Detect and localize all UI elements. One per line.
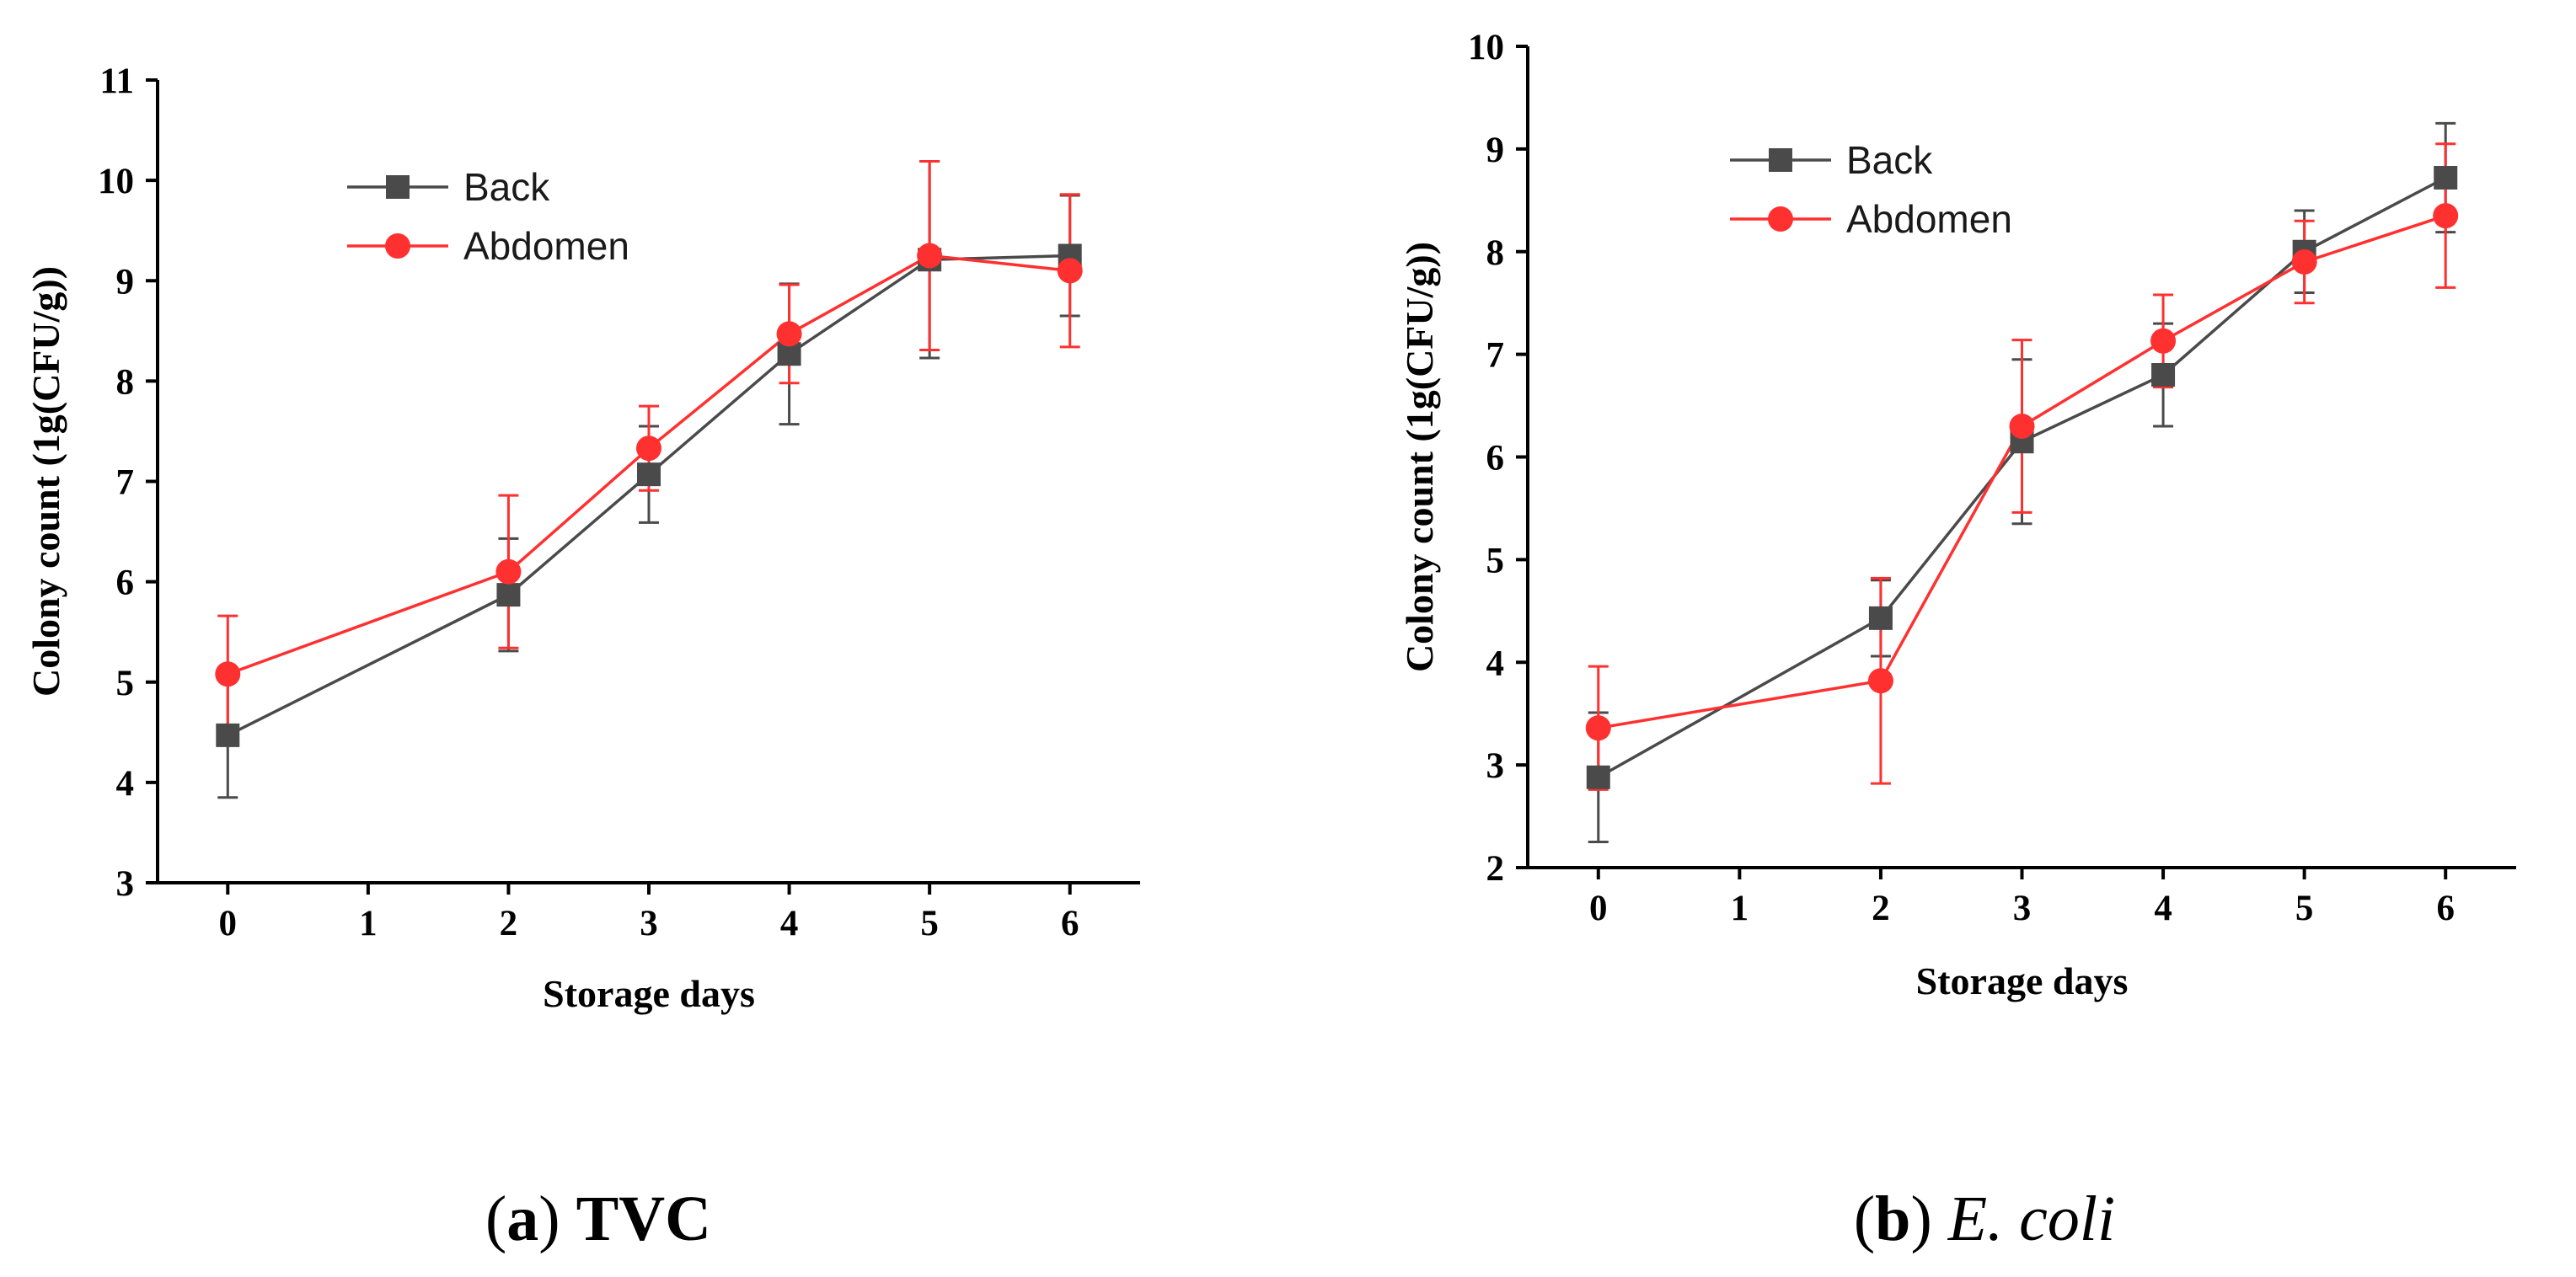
x-tick-label: 0 xyxy=(1589,889,1608,928)
caption-b: (b) E. coli xyxy=(1854,1183,2115,1254)
y-tick-label: 8 xyxy=(1486,233,1505,273)
y-tick-label: 7 xyxy=(116,463,135,503)
legend-label: Back xyxy=(1846,138,1933,182)
y-tick-label: 10 xyxy=(98,162,134,201)
data-point-abdomen xyxy=(1057,258,1083,284)
series-line-abdomen xyxy=(1598,214,2446,729)
legend-marker xyxy=(386,175,410,199)
series-line-abdomen xyxy=(227,254,1070,676)
x-tick-label: 3 xyxy=(2013,889,2032,928)
chart-e-coli: 2 3 4 5 6 7 8 9 10 0 1 2 3 4 5 6 Storage days Colony coun… xyxy=(1398,28,2516,1002)
x-tick-label: 0 xyxy=(219,904,238,943)
y-tick-label: 9 xyxy=(116,262,135,302)
data-point-back xyxy=(637,462,661,487)
y-tick-label: 9 xyxy=(1486,131,1505,170)
legend-marker xyxy=(385,233,410,259)
x-tick-label: 2 xyxy=(1872,889,1890,928)
data-point-abdomen xyxy=(2291,248,2317,275)
y-tick-label: 6 xyxy=(116,564,135,603)
x-tick-label: 6 xyxy=(1061,904,1079,943)
y-tick-label: 4 xyxy=(1486,644,1505,683)
legend-label: Back xyxy=(463,165,550,209)
y-tick-label: 8 xyxy=(116,362,135,402)
y-tick-label: 10 xyxy=(1468,28,1504,67)
data-point-abdomen xyxy=(215,661,241,687)
y-tick-label: 3 xyxy=(116,864,135,904)
data-point-back xyxy=(216,723,240,747)
x-tick-label: 1 xyxy=(1731,889,1749,928)
data-point-abdomen xyxy=(1867,668,1893,694)
x-tick-label: 6 xyxy=(2436,889,2455,928)
y-axis-label: Colony count (1g(CFU/g)) xyxy=(1398,242,1441,672)
x-tick-label: 4 xyxy=(780,904,799,943)
x-tick-label: 5 xyxy=(2295,889,2314,928)
legend-marker xyxy=(1769,148,1792,172)
data-point-back xyxy=(2151,363,2176,387)
legend-marker xyxy=(1768,206,1793,232)
data-point-abdomen xyxy=(776,321,802,347)
y-tick-label: 2 xyxy=(1486,849,1505,889)
data-point-abdomen xyxy=(1585,715,1611,741)
data-point-abdomen xyxy=(917,243,943,269)
y-tick-label: 11 xyxy=(99,61,134,101)
data-point-abdomen xyxy=(2433,203,2459,229)
x-tick-label: 3 xyxy=(640,904,658,943)
data-point-back xyxy=(1586,765,1610,789)
x-tick-label: 4 xyxy=(2154,889,2172,928)
data-point-abdomen xyxy=(2150,328,2177,354)
data-point-abdomen xyxy=(495,558,522,585)
chart-tvc: 3 4 5 6 7 8 9 10 11 0 1 2 3 4 5 6 Storage days Colony cou… xyxy=(24,61,1140,1015)
legend-label: Abdomen xyxy=(463,224,629,268)
y-tick-label: 5 xyxy=(1486,541,1505,580)
caption-a: (a) TVC xyxy=(485,1183,711,1254)
x-axis-label: Storage days xyxy=(1916,959,2129,1002)
data-point-back xyxy=(1868,606,1893,630)
x-tick-label: 5 xyxy=(920,904,939,943)
data-point-back xyxy=(2434,166,2458,190)
data-point-abdomen xyxy=(2009,413,2035,439)
x-axis-label: Storage days xyxy=(543,972,755,1015)
data-point-abdomen xyxy=(636,435,661,462)
data-point-back xyxy=(496,583,521,607)
y-tick-label: 7 xyxy=(1486,336,1505,376)
y-tick-label: 5 xyxy=(116,664,135,703)
series-line-back xyxy=(1597,176,2447,779)
x-tick-label: 2 xyxy=(500,904,518,943)
x-tick-label: 1 xyxy=(359,904,378,943)
y-tick-label: 4 xyxy=(116,764,135,804)
caption-b-text: E. coli xyxy=(1947,1183,2115,1254)
caption-a-text: TVC xyxy=(576,1183,711,1254)
y-tick-label: 6 xyxy=(1486,439,1505,478)
y-tick-label: 3 xyxy=(1486,746,1505,786)
y-axis-label: Colony count (1g(CFU/g)) xyxy=(24,266,67,697)
caption-a-label: a xyxy=(506,1183,538,1254)
caption-b-label: b xyxy=(1875,1183,1910,1254)
legend-label: Abdomen xyxy=(1846,197,2012,241)
